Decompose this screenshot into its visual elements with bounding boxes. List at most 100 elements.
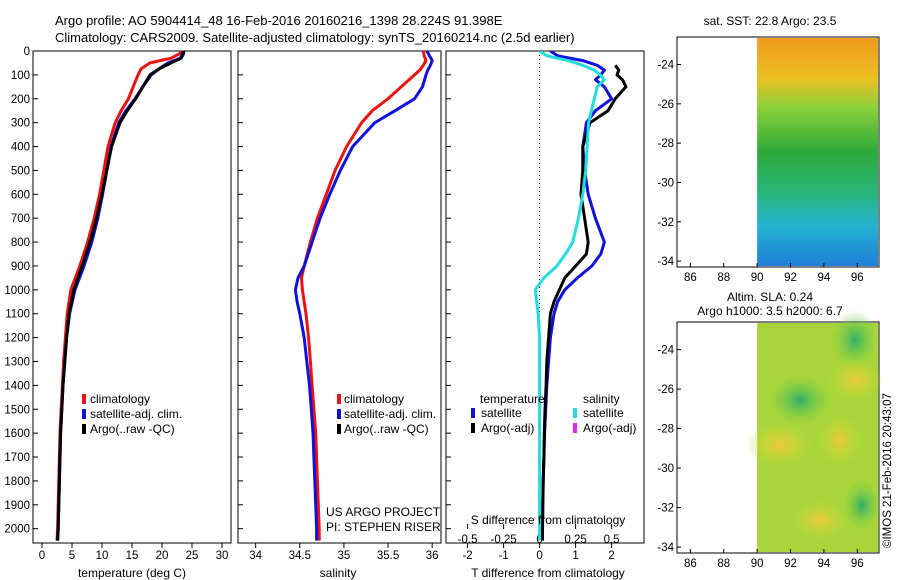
x-tick-label: 35.5	[377, 550, 399, 562]
map-y-tick-label: -32	[657, 217, 674, 229]
y-tick-label: 1700	[4, 452, 30, 464]
map-y-tick-label: -28	[657, 138, 674, 150]
y-tick-label: 200	[11, 94, 30, 106]
satellite-clim-line	[293, 51, 434, 541]
legend-label-sal-satellite: satellite	[583, 406, 624, 420]
y-tick-label: 400	[11, 142, 30, 154]
map-y-tick-label: -30	[657, 177, 674, 189]
header-line1: Argo profile: AO 5904414_48 16-Feb-2016 …	[55, 13, 503, 28]
y-tick-label: 2000	[4, 524, 30, 536]
y-tick-label: 1200	[4, 333, 30, 345]
legend-label-satellite: satellite-adj. clim.	[90, 407, 182, 421]
y-tick-label: 300	[11, 118, 30, 130]
legend-label-sal-argo: Argo(-adj)	[583, 421, 636, 435]
salinity-panel: 34 34.5 35 35.5 36 salinity climatology sate…	[237, 50, 442, 580]
x-tick-label: -0.25	[490, 534, 516, 546]
legend-swatch-argo	[82, 424, 86, 434]
imos-credit: ©IMOS 21-Feb-2016 20:43:07	[882, 393, 894, 548]
legend-swatch-satellite	[82, 409, 86, 419]
sla-anomaly-blob	[831, 310, 879, 370]
temperature-difference-label: T difference from climatology	[471, 566, 625, 580]
legend-label-climatology: climatology	[90, 392, 150, 406]
temperature-axes-frame	[32, 50, 232, 544]
sst-map-panel: sat. SST: 22.8 Argo: 23.5 86 88 90 92 94 96 -2…	[657, 14, 880, 284]
legend-swatch-climatology	[337, 394, 341, 404]
salinity-xlabel: salinity	[320, 566, 357, 580]
sla-map-title: Altim. SLA: 0.24	[727, 290, 813, 304]
legend-label-argo: Argo(..raw -QC)	[344, 422, 429, 436]
y-tick-label: 1100	[5, 309, 30, 321]
legend-label-climatology: climatology	[344, 392, 404, 406]
map-x-tick-label: 86	[684, 558, 697, 570]
map-x-tick-label: 92	[784, 558, 797, 570]
x-tick-label: 15	[126, 550, 139, 562]
x-tick-label: 2	[608, 550, 614, 562]
x-tick-label: 34	[249, 550, 262, 562]
y-tick-label: 1800	[4, 476, 30, 488]
sla-anomaly-blob	[746, 423, 814, 467]
temperature-satellite-diff-line	[541, 51, 614, 541]
x-tick-label: 20	[156, 550, 169, 562]
map-y-tick-label: -26	[657, 384, 674, 396]
sla-anomaly-blob	[827, 358, 883, 402]
difference-panel: -2 -1 0 1 2-0.5 -0.25 0 0.25 0.5 S difference fr…	[445, 50, 645, 580]
y-tick-label: 1600	[4, 428, 30, 440]
map-y-tick-label: -24	[657, 345, 674, 357]
y-tick-label: 1300	[4, 356, 30, 368]
temperature-panel: 0100200300400500600700800900100011001200…	[4, 46, 232, 580]
salinity-difference-label: S difference from climatology	[471, 513, 626, 527]
y-tick-label: 600	[11, 189, 30, 201]
map-x-tick-label: 90	[751, 272, 764, 284]
temperature-xlabel: temperature (deg C)	[78, 566, 186, 580]
map-x-tick-label: 96	[851, 272, 864, 284]
legend-label-argo: Argo(..raw -QC)	[90, 422, 175, 436]
map-x-tick-label: 88	[717, 272, 730, 284]
map-y-tick-label: -32	[657, 503, 674, 515]
map-x-tick-label: 96	[851, 558, 864, 570]
map-x-tick-label: 90	[751, 558, 764, 570]
x-tick-label: 30	[216, 550, 229, 562]
map-x-tick-label: 86	[684, 272, 697, 284]
map-x-tick-label: 88	[717, 558, 730, 570]
legend-swatch-satellite	[337, 409, 341, 419]
legend-swatch-temp-argo	[471, 423, 475, 433]
y-tick-label: 100	[11, 70, 30, 82]
x-tick-label: 36	[426, 550, 439, 562]
y-tick-label: 900	[11, 261, 30, 273]
y-tick-label: 1900	[4, 500, 30, 512]
y-tick-label: 0	[24, 46, 30, 58]
x-tick-label: 0.5	[604, 534, 620, 546]
x-tick-label: -2	[462, 550, 472, 562]
x-tick-label: 0.25	[564, 534, 586, 546]
x-tick-label: 34.5	[289, 550, 311, 562]
map-y-tick-label: -34	[657, 542, 674, 554]
legend-swatch-temp-satellite	[471, 408, 475, 418]
legend-swatch-climatology	[82, 394, 86, 404]
map-y-tick-label: -30	[657, 463, 674, 475]
legend-label-temp-argo: Argo(-adj)	[481, 421, 534, 435]
x-tick-label: 5	[69, 550, 75, 562]
legend-label-temp-satellite: satellite	[481, 406, 522, 420]
sla-anomaly-blob	[792, 500, 848, 540]
climatology-line	[300, 51, 428, 541]
salinity-axes-frame	[237, 50, 442, 544]
legend-swatch-sal-satellite	[573, 408, 577, 418]
salinity-satellite-diff-line	[533, 51, 606, 541]
sst-map-title: sat. SST: 22.8 Argo: 23.5	[704, 14, 837, 28]
map-y-tick-label: -34	[657, 256, 674, 268]
legend-swatch-argo	[337, 424, 341, 434]
legend-label-satellite: satellite-adj. clim.	[344, 407, 436, 421]
legend-title-temperature: temperature	[480, 392, 545, 406]
x-tick-label: 0	[39, 550, 45, 562]
x-tick-label: -0.5	[458, 534, 478, 546]
project-annotation: US ARGO PROJECT	[326, 505, 441, 519]
sst-field	[757, 38, 878, 266]
x-tick-label: 35	[338, 550, 351, 562]
map-y-tick-label: -24	[657, 60, 674, 72]
y-tick-label: 1500	[4, 404, 30, 416]
y-tick-label: 1000	[4, 285, 30, 297]
x-tick-label: -1	[498, 550, 508, 562]
temperature-argo-diff-line	[541, 64, 628, 541]
y-tick-label: 1400	[4, 380, 30, 392]
